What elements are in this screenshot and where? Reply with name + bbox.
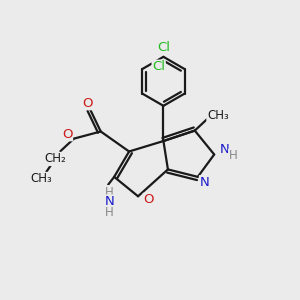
Text: O: O	[82, 97, 92, 110]
Text: CH₂: CH₂	[44, 152, 66, 166]
Text: Cl: Cl	[152, 60, 165, 73]
Text: N: N	[200, 176, 209, 189]
Text: CH₃: CH₃	[207, 109, 229, 122]
Text: O: O	[62, 128, 73, 141]
Text: H: H	[229, 149, 237, 162]
Text: CH₃: CH₃	[31, 172, 52, 185]
Text: N: N	[105, 195, 115, 208]
Text: H: H	[105, 206, 114, 219]
Text: O: O	[143, 194, 154, 206]
Text: H: H	[105, 186, 113, 199]
Text: Cl: Cl	[157, 41, 170, 54]
Text: N: N	[220, 142, 230, 156]
